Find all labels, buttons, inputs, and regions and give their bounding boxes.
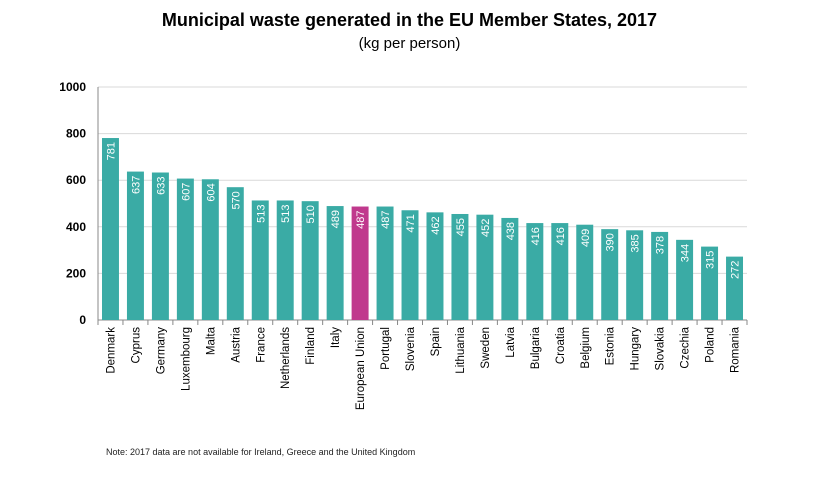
y-tick-label: 1000: [59, 80, 86, 94]
y-tick-label: 0: [79, 313, 86, 327]
x-tick-label: Portugal: [380, 327, 392, 370]
bar: [101, 138, 119, 320]
x-tick-label: Latvia: [505, 326, 517, 357]
bar: [126, 171, 144, 320]
x-tick-label: Netherlands: [280, 327, 292, 389]
bar: [176, 178, 194, 320]
bar: [451, 213, 469, 320]
x-tick-label: Estonia: [605, 326, 617, 365]
data-label: 462: [430, 216, 442, 234]
data-label: 409: [580, 229, 592, 247]
x-tick-label: Luxembourg: [180, 327, 192, 391]
x-tick-label: Spain: [430, 327, 442, 356]
data-label: 416: [530, 227, 542, 245]
bar: [626, 230, 644, 320]
data-label: 390: [605, 233, 617, 251]
bar: [601, 229, 619, 320]
footnote: Note: 2017 data are not available for Ir…: [106, 447, 416, 457]
bar: [226, 187, 244, 320]
data-label: 604: [205, 183, 217, 201]
data-label: 570: [230, 191, 242, 209]
x-tick-label: Germany: [155, 327, 167, 375]
data-label: 487: [355, 211, 367, 229]
data-label: 471: [405, 214, 417, 232]
x-tick-label: Slovenia: [405, 326, 417, 371]
data-label: 637: [130, 176, 142, 194]
data-label: 416: [555, 227, 567, 245]
data-label: 489: [330, 210, 342, 228]
bar: [326, 206, 344, 320]
bar: [401, 210, 419, 320]
x-tick-label: Malta: [205, 326, 217, 355]
data-label: 633: [155, 177, 167, 195]
bar: [351, 206, 369, 320]
x-tick-label: Lithuania: [455, 326, 467, 373]
data-label: 378: [655, 236, 667, 254]
bar: [201, 179, 219, 320]
bar: [676, 239, 694, 320]
data-label: 272: [730, 261, 742, 279]
x-tick-label: Czechia: [680, 326, 692, 368]
bar: [151, 172, 169, 320]
bar: [726, 256, 744, 320]
bar: [651, 231, 669, 320]
bar: [426, 212, 444, 320]
y-tick-label: 400: [66, 220, 86, 234]
data-label: 781: [105, 142, 117, 160]
data-label: 385: [630, 234, 642, 252]
data-label: 344: [680, 244, 692, 262]
x-tick-label: Belgium: [580, 327, 592, 369]
bar: [376, 206, 394, 320]
bar: [701, 246, 719, 320]
data-label: 487: [380, 211, 392, 229]
x-tick-label: Slovakia: [655, 326, 667, 370]
data-label: 510: [305, 205, 317, 223]
data-label: 513: [255, 204, 267, 222]
bar: [551, 223, 569, 320]
x-tick-label: Cyprus: [130, 327, 142, 364]
bar: [501, 217, 519, 320]
x-tick-label: Austria: [230, 326, 242, 362]
chart-title: Municipal waste generated in the EU Memb…: [161, 10, 658, 30]
x-tick-label: Italy: [330, 327, 342, 348]
x-tick-label: Hungary: [630, 327, 642, 371]
data-label: 455: [455, 218, 467, 236]
y-tick-label: 200: [66, 266, 86, 280]
bar: [251, 200, 269, 320]
bar: [526, 223, 544, 320]
y-tick-label: 600: [66, 173, 86, 187]
x-tick-label: European Union: [355, 327, 367, 410]
x-tick-label: Poland: [705, 327, 717, 363]
bar: [276, 200, 294, 320]
data-label: 607: [180, 183, 192, 201]
chart-subtitle: (kg per person): [358, 35, 461, 52]
bar: [476, 214, 494, 320]
data-label: 438: [505, 222, 517, 240]
data-label: 513: [280, 204, 292, 222]
x-tick-label: Denmark: [105, 327, 117, 374]
x-tick-label: Sweden: [480, 327, 492, 369]
bar: [301, 201, 319, 320]
x-tick-label: Bulgaria: [530, 326, 542, 369]
x-tick-label: France: [255, 327, 267, 363]
x-tick-label: Croatia: [555, 326, 567, 364]
x-tick-label: Finland: [305, 327, 317, 365]
data-label: 315: [705, 251, 717, 269]
bar: [576, 224, 594, 320]
y-tick-label: 800: [66, 127, 86, 141]
data-label: 452: [480, 219, 492, 237]
x-tick-label: Romania: [730, 326, 742, 373]
